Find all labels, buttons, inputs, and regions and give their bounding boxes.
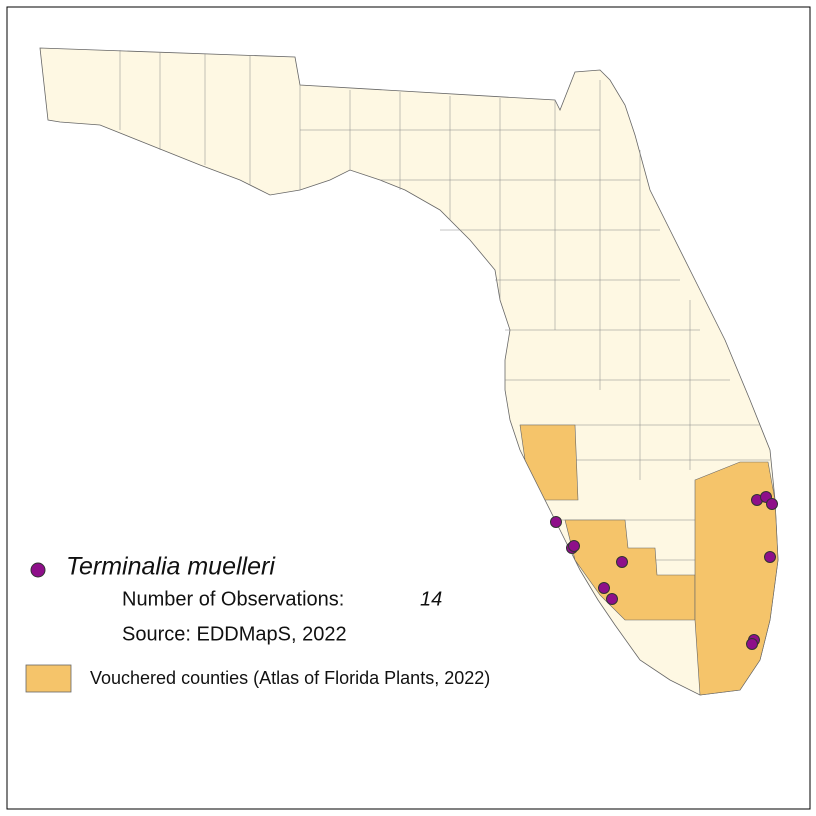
source-text: Source: EDDMapS, 2022 — [122, 623, 347, 645]
legend-point-symbol — [30, 562, 46, 578]
observation-points — [550, 491, 778, 650]
vouchered-swatch — [25, 664, 72, 693]
observations-value: 14 — [420, 588, 442, 610]
vouchered-label: Vouchered counties (Atlas of Florida Pla… — [90, 668, 490, 688]
observations-label: Number of Observations: — [122, 588, 344, 610]
species-name: Terminalia muelleri — [66, 553, 276, 581]
